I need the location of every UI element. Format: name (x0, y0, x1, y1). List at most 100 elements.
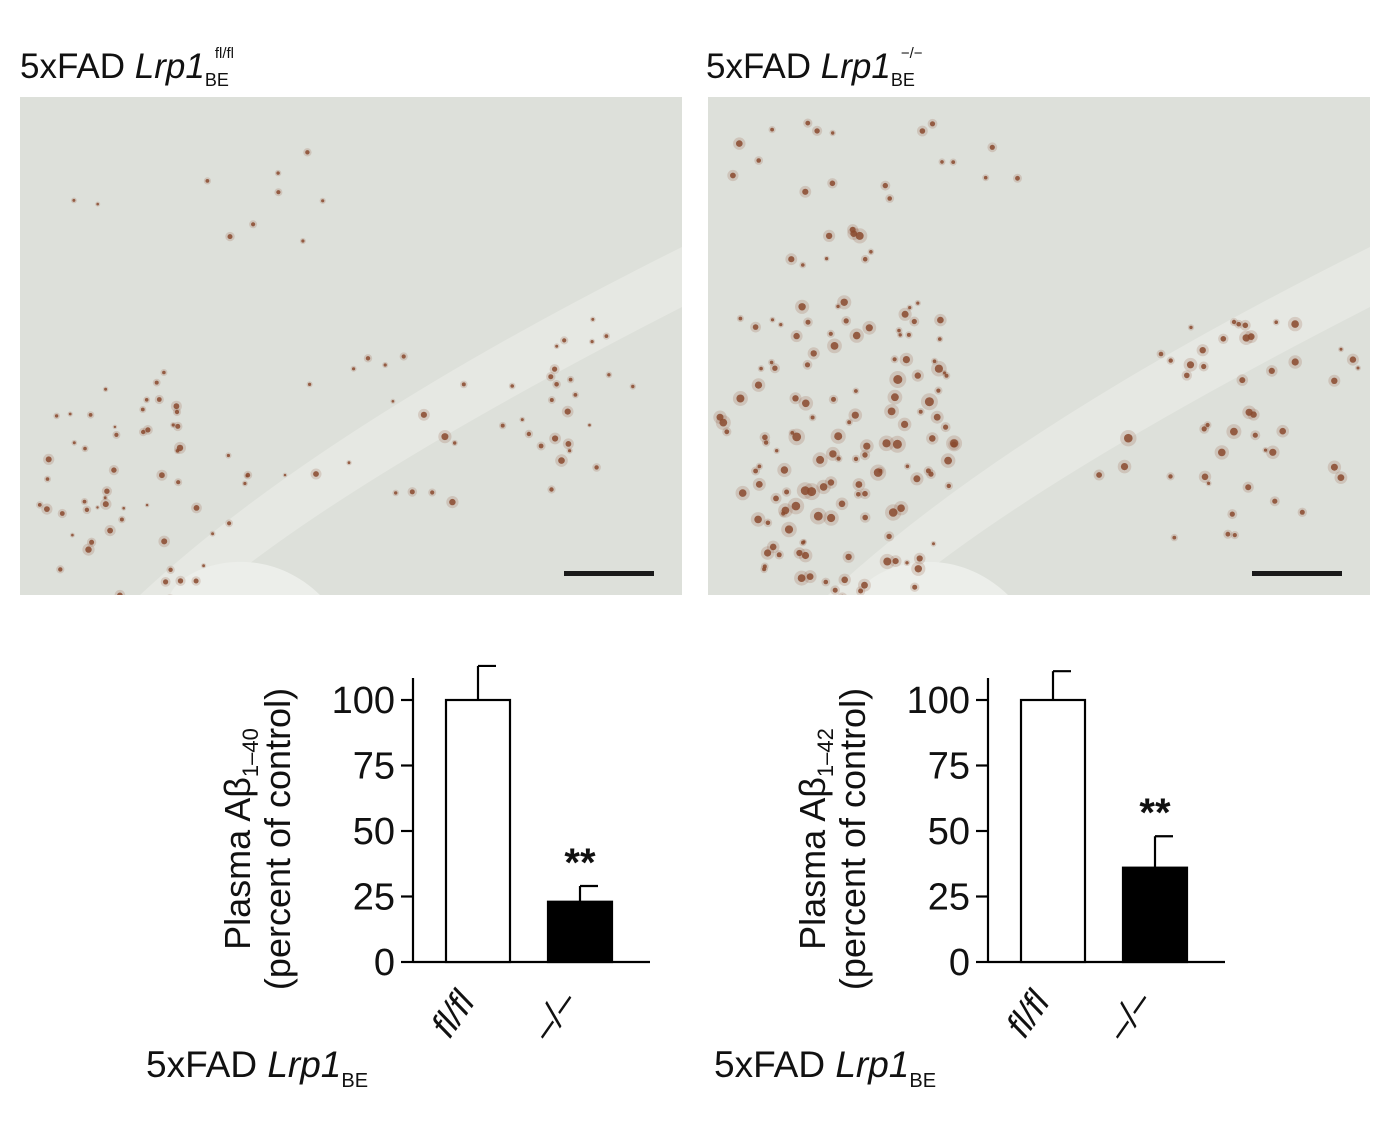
plaque-core (1242, 334, 1250, 342)
plaque-core (862, 490, 868, 497)
plaque-core (162, 370, 166, 375)
plaque-core (827, 479, 835, 486)
plaque-core (805, 120, 811, 126)
plaque-core (1331, 377, 1338, 384)
plaque-core (791, 501, 801, 511)
plaque-core (754, 515, 762, 524)
plaque-core (796, 549, 803, 557)
plaque-core (72, 198, 76, 202)
x-category-label: –/– (522, 982, 585, 1048)
plaque-core (114, 432, 119, 437)
plaque-core (59, 511, 65, 516)
plaque-core (1272, 498, 1278, 504)
plaque-core (391, 400, 395, 403)
genotype-subscript: BE (341, 1070, 369, 1092)
plaque-core (898, 333, 902, 337)
plaque-core (573, 393, 578, 397)
plaque-core (892, 357, 897, 362)
plaque-core (769, 360, 774, 365)
plaque-core (1096, 472, 1102, 478)
plaque-core (836, 304, 840, 309)
plaque-core (562, 338, 567, 343)
plaque-core (176, 480, 181, 485)
plaque-core (730, 172, 736, 179)
micrograph-image (20, 97, 682, 595)
plaque-core (96, 506, 99, 509)
plaque-core (1252, 432, 1258, 438)
plaque-core (775, 449, 779, 453)
plaque-core (946, 483, 951, 489)
plaque-core (205, 179, 210, 183)
plaque-core (929, 435, 936, 442)
plaque-core (784, 525, 794, 534)
plaque-core (174, 409, 180, 415)
plaque-core (851, 411, 859, 419)
plaque-core (1299, 509, 1305, 515)
plaque-core (940, 160, 944, 164)
plaque-core (770, 318, 775, 322)
plaque-core (905, 464, 910, 469)
plaque-core (104, 387, 108, 391)
genotype-label-left: 5xFAD Lrp1BE (146, 1046, 368, 1091)
plaque-core (102, 501, 109, 508)
title-subscript: BE (204, 70, 229, 90)
plaque-core (510, 384, 514, 388)
x-category-label: –/– (1097, 982, 1160, 1048)
plaque-core (44, 506, 50, 512)
plaque-core (763, 440, 769, 445)
plaque-core (916, 555, 923, 562)
plaque-core (845, 553, 852, 561)
plaque-core (897, 328, 901, 333)
plaque-core (588, 423, 591, 427)
plaque-core (555, 344, 559, 348)
plaque-core (925, 468, 931, 474)
plaque-core (1291, 358, 1299, 366)
plaque-core (757, 464, 762, 469)
plaque-core (141, 429, 146, 435)
title-prefix: 5xFAD (20, 47, 135, 86)
plaque-core (882, 439, 891, 448)
plaque-core (1189, 325, 1193, 330)
tissue-fold (858, 561, 1008, 595)
plaque-core (1274, 320, 1278, 324)
plaque-halo (837, 592, 847, 595)
plaque-core (855, 481, 863, 488)
plaque-core (103, 496, 107, 500)
plaque-core (858, 588, 864, 594)
y-axis-label-line2: (percent of control) (832, 688, 873, 990)
plaque-core (949, 439, 959, 448)
plaque-core (168, 567, 173, 572)
plaque-core (1330, 463, 1338, 471)
plaque-core (805, 319, 811, 325)
plaque-core (1186, 361, 1195, 369)
y-tick-label: 75 (353, 746, 395, 788)
plaque-core (788, 256, 795, 263)
plaque-core (1220, 336, 1227, 342)
plaque-core (918, 409, 923, 414)
plaque-core (847, 420, 852, 425)
plaque-core (770, 127, 774, 132)
plaque-core (901, 310, 909, 318)
plaque-core (441, 433, 449, 441)
plaque-core (1218, 448, 1226, 457)
plaque-core (772, 365, 778, 371)
title-superscript: fl/fl (214, 45, 235, 62)
plaque-core (762, 564, 767, 569)
plaque-core (564, 408, 571, 415)
plaque-core (453, 441, 457, 445)
plaque-core (163, 579, 169, 585)
plaque-core (827, 513, 836, 523)
plaque-core (37, 503, 42, 507)
plaque-core (365, 356, 371, 361)
plaque-core (568, 449, 572, 453)
plaque-core (549, 398, 554, 402)
plaque-core (1184, 372, 1190, 379)
plaque-core (631, 384, 635, 389)
plaque-core (401, 354, 406, 359)
significance-label: ** (1139, 791, 1171, 835)
plaque-core (841, 576, 848, 584)
plaque-core (829, 180, 836, 187)
plaque-core (801, 263, 805, 267)
plaque-core (856, 492, 861, 497)
plaque-core (156, 397, 162, 402)
